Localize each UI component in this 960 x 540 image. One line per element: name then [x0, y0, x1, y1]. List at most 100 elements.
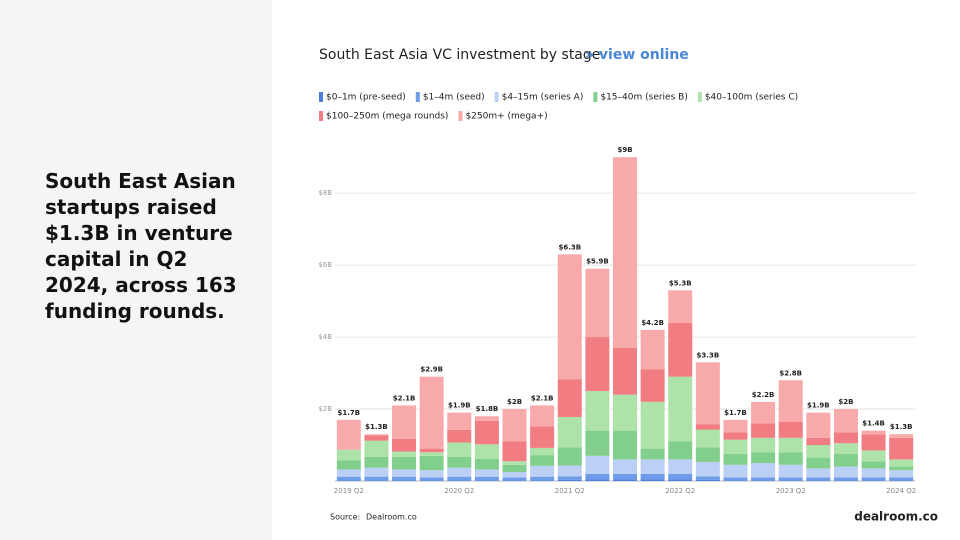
bar-segment — [833, 443, 858, 455]
x-tick-label: 2020 Q2 — [444, 487, 474, 495]
bar-segment — [419, 480, 444, 481]
bar-segment — [613, 479, 637, 481]
left-panel: South East Asian startups raised $1.3B in … — [0, 0, 272, 540]
bar-segment — [502, 472, 527, 478]
bar-segment — [833, 466, 858, 478]
bar-segment — [695, 424, 720, 430]
bar-segment — [474, 480, 499, 481]
view-online-link[interactable]: » view online — [585, 47, 689, 63]
bar-segment — [806, 480, 831, 481]
bar-segment — [336, 419, 361, 450]
bar-segment — [806, 457, 831, 469]
headline-line: 2024, across 163 — [45, 273, 237, 297]
total-label: $6.3B — [558, 243, 581, 251]
bar-segment — [392, 451, 417, 457]
bar-segment — [474, 469, 499, 477]
legend-label: $250m+ (mega+) — [465, 112, 547, 122]
bar-segment — [392, 476, 417, 481]
bar-segment — [530, 405, 555, 427]
total-label: $9B — [617, 146, 632, 154]
legend-label: $4–15m (series A) — [502, 93, 584, 103]
bar-segment — [889, 437, 914, 460]
bar-segment — [751, 437, 776, 453]
total-label: $1.9B — [448, 402, 471, 410]
bar-segment — [364, 476, 389, 481]
bar-segment — [723, 477, 748, 481]
bar-segment — [419, 376, 444, 449]
bar-segment — [447, 429, 472, 443]
bar-segment — [585, 473, 610, 480]
bar-segment — [723, 432, 748, 440]
headline-line: startups raised — [45, 195, 217, 219]
total-label: $1.3B — [890, 423, 913, 431]
bar-segment — [806, 468, 831, 478]
bar-segment — [392, 469, 417, 477]
bar-segment — [640, 479, 665, 481]
bar-segment — [695, 479, 720, 481]
total-label: $2.2B — [752, 391, 775, 399]
bar-segment — [613, 430, 637, 460]
bar-segment — [585, 479, 610, 481]
headline-line: $1.3B in venture — [45, 221, 233, 245]
bar-segment — [778, 421, 803, 438]
bar-segment — [530, 426, 555, 448]
bar-segment — [557, 416, 582, 448]
bar-segment — [585, 268, 610, 338]
bar-segment — [668, 322, 693, 377]
bar-segment — [889, 477, 914, 481]
bar-segment — [833, 480, 858, 481]
total-label: $2B — [507, 398, 522, 406]
bar-segment — [778, 477, 803, 481]
bar-segment — [861, 468, 886, 478]
bar-segment — [530, 476, 555, 481]
bar-segment — [474, 476, 499, 481]
bar-segment — [695, 476, 720, 480]
bar-segment — [392, 405, 417, 439]
bar-segment — [613, 157, 637, 348]
total-label: $5.3B — [669, 279, 692, 287]
total-label: $1.8B — [476, 405, 499, 413]
bar-segment — [557, 447, 582, 466]
bar-segment — [474, 416, 499, 421]
bar-segment — [778, 480, 803, 481]
bar-segment — [557, 479, 582, 481]
bar-segment — [668, 473, 693, 480]
bar-segment — [557, 476, 582, 480]
bar-segment — [613, 394, 637, 431]
bar-segment — [889, 470, 914, 478]
bar-segment — [751, 463, 776, 478]
bar-segment — [557, 379, 582, 417]
bar-segment — [640, 369, 665, 402]
bar-segment — [364, 467, 389, 477]
bar-segment — [419, 455, 444, 471]
bar-segment — [530, 447, 555, 456]
bar-segment — [502, 441, 527, 462]
headline-line: South East Asian — [45, 169, 236, 193]
bar-segment — [613, 473, 637, 480]
total-label: $1.7B — [724, 409, 747, 417]
total-label: $1.3B — [365, 423, 388, 431]
bar-segment — [861, 461, 886, 469]
source-label: Source: — [330, 513, 360, 522]
total-label: $5.9B — [586, 258, 609, 266]
headline-line: funding rounds. — [45, 299, 225, 323]
bar-segment — [806, 437, 831, 446]
bar-segment — [364, 440, 389, 457]
headline: South East Asian startups raised $1.3B in … — [45, 168, 237, 324]
total-label: $2.1B — [393, 394, 416, 402]
bar-segment — [861, 480, 886, 481]
bar-segment — [419, 448, 444, 453]
bar-segment — [474, 458, 499, 470]
bar-segment — [833, 432, 858, 444]
bar-segment — [419, 452, 444, 456]
bar-segment — [723, 419, 748, 433]
legend-label: $0–1m (pre-seed) — [326, 93, 406, 103]
bar-segment — [889, 434, 914, 438]
bar-segment — [640, 401, 665, 449]
bar-segment — [806, 445, 831, 458]
bar-segment — [861, 450, 886, 462]
bar-segment — [751, 480, 776, 481]
bar-segment — [419, 470, 444, 478]
total-label: $1.7B — [338, 409, 361, 417]
